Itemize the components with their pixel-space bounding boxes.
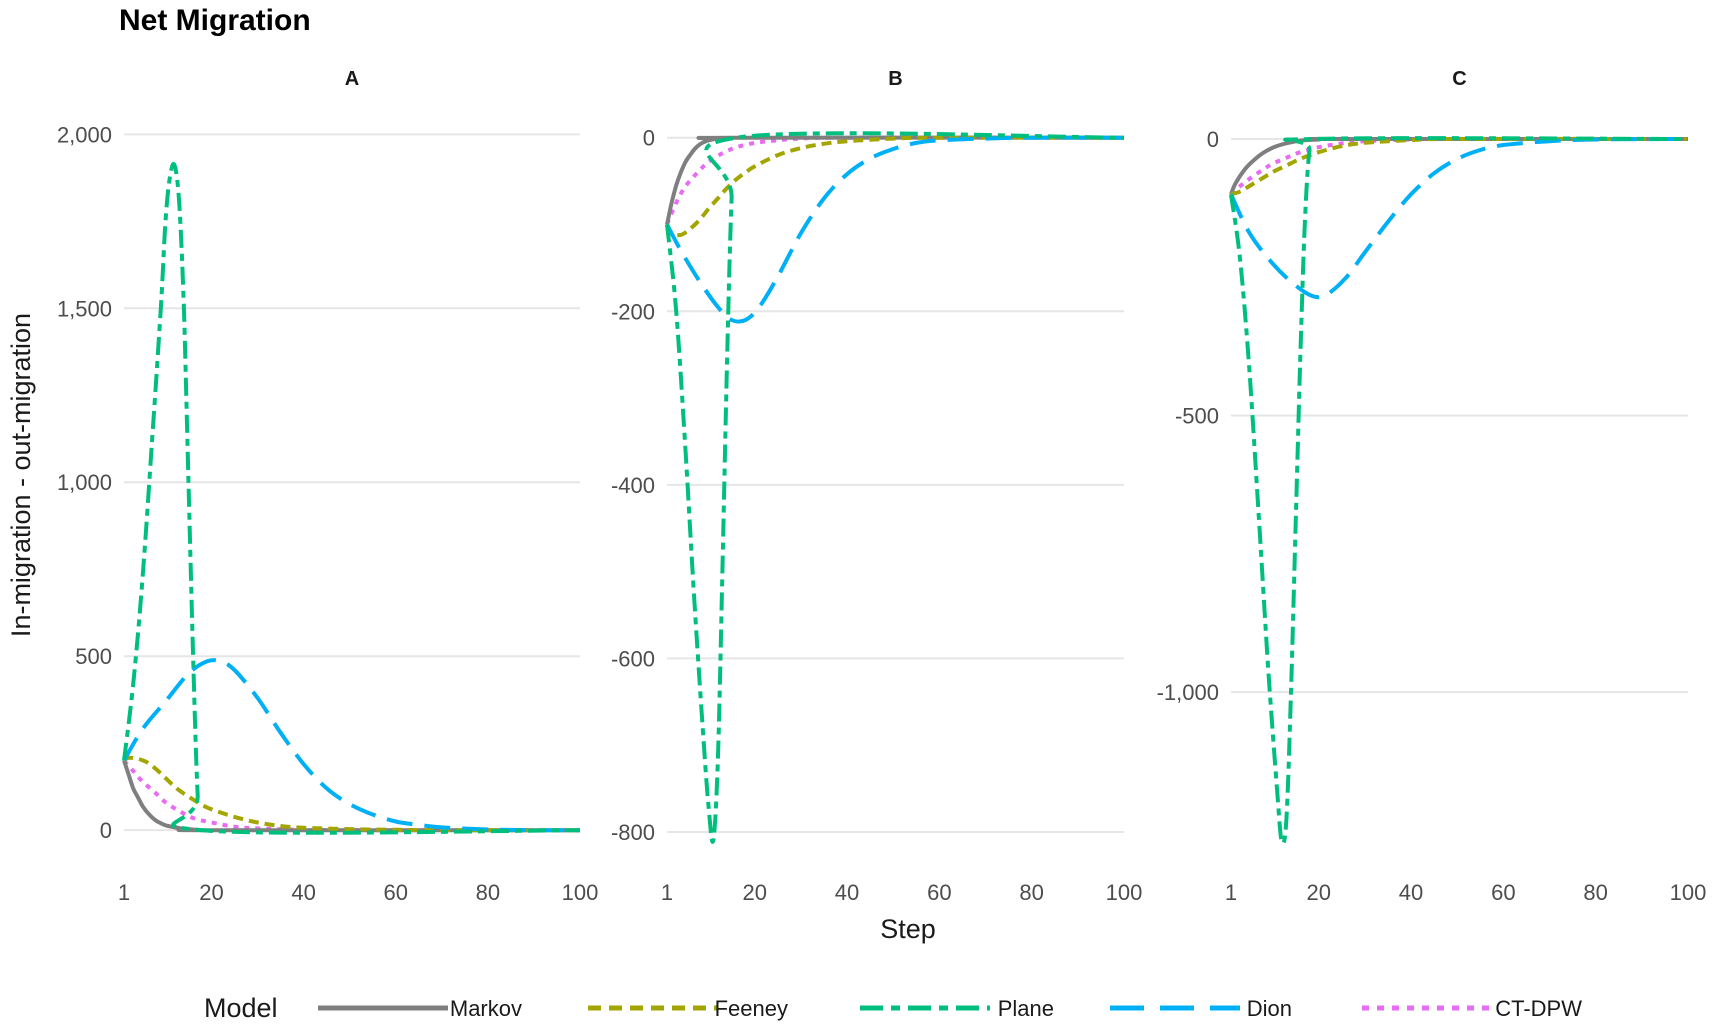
series-line-feeney (665, 135, 1125, 238)
legend-label-feeney: Feeney (715, 996, 788, 1021)
legend-title: Model (204, 993, 278, 1023)
legend-label-dion: Dion (1247, 996, 1292, 1021)
legend-label-markov: Markov (450, 996, 522, 1021)
panel-title: A (345, 68, 359, 90)
y-tick-label: -200 (611, 299, 655, 324)
x-tick-label: 80 (1019, 880, 1043, 905)
x-tick-label: 40 (291, 880, 315, 905)
x-tick-label: 1 (661, 880, 673, 905)
series-line-ct-dpw (1229, 136, 1689, 196)
x-tick-label: 1 (1225, 880, 1237, 905)
series-line-dion (122, 658, 581, 833)
series-line-markov (1229, 136, 1689, 196)
series-line-feeney (122, 755, 580, 833)
x-tick-label: 40 (1399, 880, 1423, 905)
y-tick-label: -500 (1175, 404, 1219, 429)
panel-title: B (888, 68, 902, 90)
x-tick-label: 20 (742, 880, 766, 905)
x-axis-title: Step (880, 914, 936, 944)
series-line-plane (1229, 136, 1689, 846)
y-tick-label: 0 (643, 126, 655, 151)
x-tick-label: 80 (1583, 880, 1607, 905)
y-tick-label: -400 (611, 473, 655, 498)
series-line-plane (665, 131, 1125, 844)
chart-title: Net Migration (119, 4, 311, 37)
legend-label-plane: Plane (998, 996, 1054, 1021)
series-line-markov (122, 759, 581, 833)
x-tick-label: 40 (835, 880, 859, 905)
legend: Model Markov Feeney Plane Dion CT-DPW (204, 993, 1582, 1023)
panel-a: 0 500 1,000 1,500 2,000 1 20 40 60 80 100 A (57, 68, 598, 905)
y-tick-label: 0 (100, 818, 112, 843)
series-line-plane (122, 161, 581, 835)
series-line-feeney (1230, 136, 1689, 197)
legend-items: Markov Feeney Plane Dion CT-DPW (318, 996, 1582, 1021)
x-tick-label: 20 (199, 880, 223, 905)
y-tick-label: -600 (611, 646, 655, 671)
series-line-ct-dpw (122, 759, 580, 833)
x-tick-label: 100 (1670, 880, 1707, 905)
series-line-dion (665, 135, 1125, 324)
x-tick-label: 1 (118, 880, 130, 905)
panel-c: 0 -500 -1,000 1 20 40 60 80 100 C (1157, 68, 1707, 905)
x-tick-label: 60 (927, 880, 951, 905)
panels: 0 500 1,000 1,500 2,000 1 20 40 60 80 100 A 0 -200 -40… (57, 68, 1706, 905)
y-axis-title: In-migration - out-migration (6, 313, 36, 637)
y-tick-label: 1,500 (57, 296, 112, 321)
x-tick-label: 60 (384, 880, 408, 905)
x-tick-label: 20 (1306, 880, 1330, 905)
x-tick-label: 60 (1491, 880, 1515, 905)
x-tick-label: 100 (562, 880, 599, 905)
y-tick-label: 0 (1207, 127, 1219, 152)
panel-title: C (1452, 68, 1466, 90)
series-line-dion (1229, 137, 1689, 300)
y-tick-label: 500 (75, 644, 112, 669)
legend-label-ct-dpw: CT-DPW (1495, 996, 1582, 1021)
x-tick-label: 80 (476, 880, 500, 905)
x-tick-label: 100 (1106, 880, 1143, 905)
y-tick-label: 1,000 (57, 470, 112, 495)
y-tick-label: -800 (611, 820, 655, 845)
y-tick-label: 2,000 (57, 122, 112, 147)
y-tick-label: -1,000 (1157, 680, 1219, 705)
panel-b: 0 -200 -400 -600 -800 1 20 40 60 80 100 B (611, 68, 1142, 905)
